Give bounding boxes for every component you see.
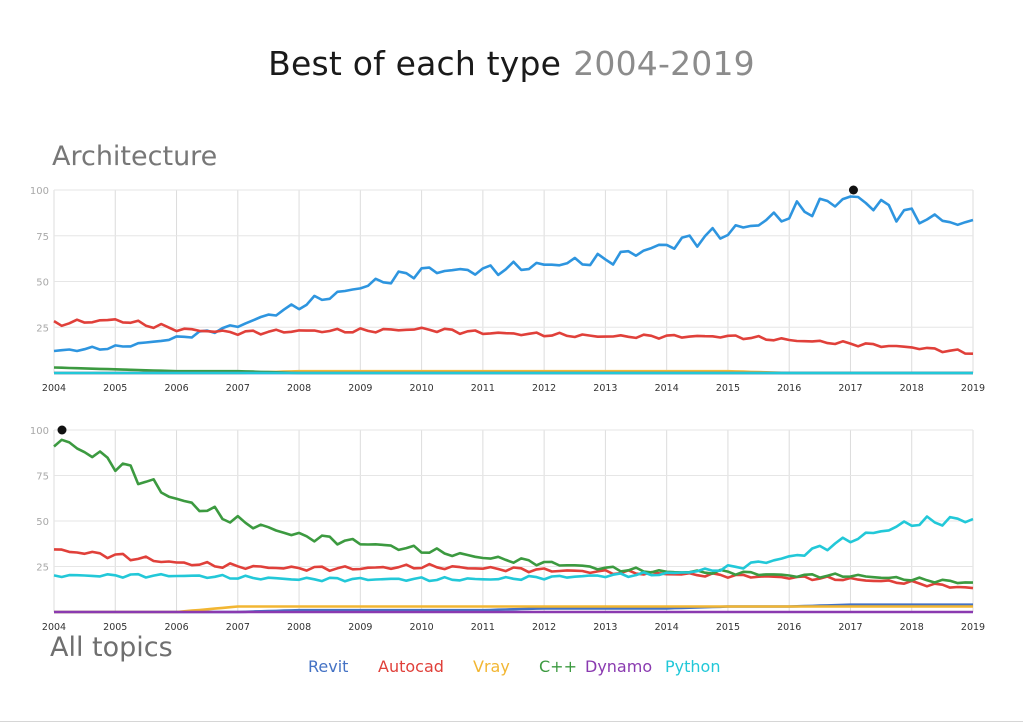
y-tick-label: 100 bbox=[30, 426, 49, 437]
x-tick-label: 2014 bbox=[655, 622, 679, 633]
x-tick-label: 2017 bbox=[838, 383, 862, 394]
x-tick-label: 2013 bbox=[593, 622, 617, 633]
peak-marker bbox=[848, 185, 858, 195]
legend-item-vray: Vray bbox=[473, 657, 510, 676]
peak-marker bbox=[57, 425, 67, 435]
all-topics-chart-label: All topics bbox=[50, 632, 173, 663]
y-tick-label: 100 bbox=[30, 186, 49, 197]
architecture-chart-label: Architecture bbox=[52, 141, 218, 172]
series-line-cpp bbox=[53, 438, 974, 585]
x-tick-label: 2013 bbox=[593, 383, 617, 394]
x-tick-label: 2015 bbox=[716, 622, 740, 633]
y-tick-label: 50 bbox=[36, 278, 49, 289]
y-tick-label: 25 bbox=[36, 323, 49, 334]
legend-item-cpp: C++ bbox=[539, 657, 577, 676]
series-line-autocad bbox=[53, 548, 974, 590]
x-tick-label: 2009 bbox=[348, 383, 372, 394]
series-line-vray bbox=[54, 605, 973, 614]
x-tick-label: 2012 bbox=[532, 622, 556, 633]
series-line-autocad bbox=[53, 318, 974, 355]
x-tick-label: 2019 bbox=[961, 622, 985, 633]
x-tick-label: 2010 bbox=[410, 622, 434, 633]
legend-item-autocad: Autocad bbox=[378, 657, 444, 676]
x-tick-label: 2008 bbox=[287, 622, 311, 633]
x-tick-label: 2011 bbox=[471, 622, 495, 633]
x-tick-label: 2018 bbox=[900, 622, 924, 633]
x-tick-label: 2006 bbox=[164, 383, 188, 394]
x-tick-label: 2007 bbox=[226, 622, 250, 633]
x-tick-label: 2018 bbox=[900, 383, 924, 394]
title-main: Best of each type bbox=[268, 44, 562, 83]
y-tick-label: 75 bbox=[36, 232, 49, 243]
x-tick-label: 2005 bbox=[103, 622, 127, 633]
y-tick-label: 75 bbox=[36, 472, 49, 483]
x-tick-label: 2019 bbox=[961, 383, 985, 394]
bottom-frame-line bbox=[0, 721, 1023, 722]
x-tick-label: 2007 bbox=[226, 383, 250, 394]
chart-title: Best of each type 2004-2019 bbox=[0, 44, 1023, 83]
x-tick-label: 2011 bbox=[471, 383, 495, 394]
title-years: 2004-2019 bbox=[573, 44, 755, 83]
x-tick-label: 2004 bbox=[42, 622, 66, 633]
x-tick-label: 2014 bbox=[655, 383, 679, 394]
x-tick-label: 2010 bbox=[410, 383, 434, 394]
x-tick-label: 2005 bbox=[103, 383, 127, 394]
x-tick-label: 2015 bbox=[716, 383, 740, 394]
series-line-revit bbox=[53, 195, 974, 353]
legend-item-revit: Revit bbox=[308, 657, 349, 676]
x-tick-label: 2009 bbox=[348, 622, 372, 633]
x-tick-label: 2008 bbox=[287, 383, 311, 394]
x-tick-label: 2017 bbox=[838, 622, 862, 633]
y-tick-label: 50 bbox=[36, 517, 49, 528]
legend-item-python: Python bbox=[665, 657, 721, 676]
x-tick-label: 2016 bbox=[777, 383, 801, 394]
series-line-python bbox=[53, 515, 974, 583]
y-tick-label: 25 bbox=[36, 563, 49, 574]
x-tick-label: 2012 bbox=[532, 383, 556, 394]
x-tick-label: 2006 bbox=[164, 622, 188, 633]
legend-item-dynamo: Dynamo bbox=[585, 657, 653, 676]
x-tick-label: 2004 bbox=[42, 383, 66, 394]
x-tick-label: 2016 bbox=[777, 622, 801, 633]
